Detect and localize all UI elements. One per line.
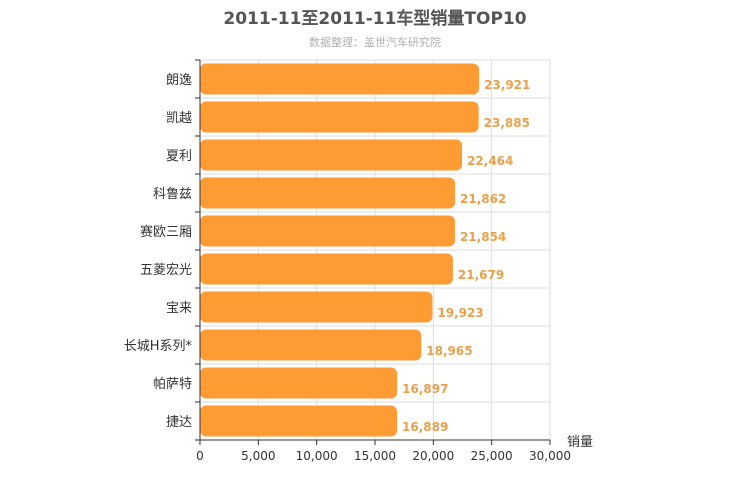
y-tick-label: 赛欧三厢 <box>140 224 192 240</box>
bar <box>200 63 480 95</box>
bar <box>200 405 398 437</box>
y-tick-label: 朗逸 <box>166 73 192 88</box>
bar-value-label: 21,854 <box>460 230 506 244</box>
bar-value-label: 23,921 <box>484 78 530 92</box>
bar <box>200 329 422 361</box>
y-tick-label: 夏利 <box>166 149 192 164</box>
x-tick-label: 25,000 <box>471 449 513 463</box>
bar <box>200 291 433 323</box>
bars: 23,921 23,885 22,464 21,862 21,854 21,679 19,9… <box>200 63 530 437</box>
bar-value-label: 19,923 <box>437 306 483 320</box>
bar <box>200 139 463 171</box>
bar-value-label: 18,965 <box>426 344 472 358</box>
bar <box>200 101 479 133</box>
bar-value-label: 23,885 <box>484 116 530 130</box>
y-tick-label: 五菱宏光 <box>140 263 192 278</box>
bar-value-label: 22,464 <box>467 154 513 168</box>
y-tick-label: 宝来 <box>166 301 192 316</box>
y-tick-label: 凯越 <box>166 111 192 126</box>
chart-title: 2011-11至2011-11车型销量TOP10 <box>223 8 526 29</box>
x-tick-label: 10,000 <box>296 449 338 463</box>
bar-value-label: 16,889 <box>402 420 448 434</box>
bar <box>200 215 455 247</box>
bar-value-label: 21,862 <box>460 192 506 206</box>
x-tick-label: 5,000 <box>241 449 275 463</box>
x-axis-title: 销量 <box>567 435 593 450</box>
x-tick-label: 20,000 <box>412 449 454 463</box>
bar <box>200 367 398 399</box>
bar <box>200 253 453 285</box>
y-tick-label: 长城H系列* <box>124 339 193 354</box>
bar <box>200 177 456 209</box>
bar-value-label: 21,679 <box>458 268 504 282</box>
x-tick-label: 15,000 <box>354 449 396 463</box>
y-tick-label: 科鲁兹 <box>153 187 192 202</box>
bar-value-label: 16,897 <box>402 382 448 396</box>
chart-subtitle: 数据整理：盖世汽车研究院 <box>309 35 441 49</box>
y-tick-label: 帕萨特 <box>153 377 192 392</box>
y-tick-label: 捷达 <box>166 415 192 430</box>
x-tick-label: 0 <box>196 449 204 463</box>
x-tick-label: 30,000 <box>529 449 571 463</box>
